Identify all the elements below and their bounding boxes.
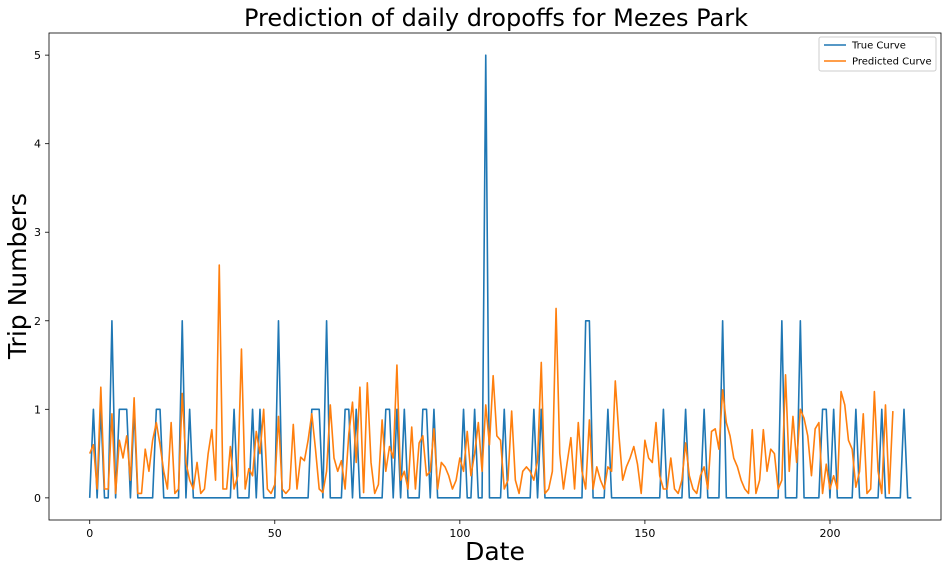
x-tick-label: 150 [634, 527, 655, 540]
legend-box [818, 36, 937, 72]
y-tick-label: 4 [34, 138, 41, 151]
x-tick-label: 0 [86, 527, 93, 540]
x-axis: 0 50 100 150 200 [86, 520, 840, 540]
y-tick-label: 2 [34, 315, 41, 328]
x-axis-label: Date [465, 537, 525, 566]
plot-frame [48, 32, 942, 521]
x-tick-label: 100 [449, 527, 470, 540]
legend-label-predicted-curve: Predicted Curve [852, 57, 932, 68]
plot-area [48, 32, 942, 521]
series-line-predicted-curve [88, 264, 894, 495]
y-tick-label: 0 [34, 492, 41, 505]
x-tick-label: 50 [268, 527, 282, 540]
y-tick-label: 3 [34, 226, 41, 239]
series-line-true-curve [88, 54, 912, 499]
y-tick-label: 1 [34, 403, 41, 416]
y-axis: 0 1 2 3 4 5 [34, 49, 49, 505]
y-tick-label: 5 [34, 49, 41, 62]
y-axis-label: Trip Numbers [3, 193, 32, 360]
legend-label-true-curve: True Curve [851, 41, 906, 52]
chart-title: Prediction of daily dropoffs for Mezes P… [244, 4, 748, 32]
legend: True Curve Predicted Curve [818, 36, 937, 72]
series-layer [88, 54, 912, 499]
x-tick-label: 200 [819, 527, 840, 540]
plot-background [49, 33, 941, 520]
